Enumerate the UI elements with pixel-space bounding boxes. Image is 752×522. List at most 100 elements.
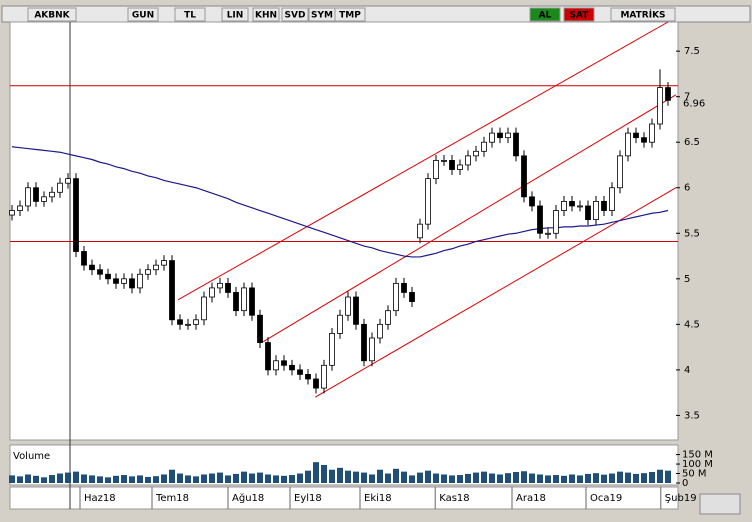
y-tick-label: 5.5: [684, 228, 700, 239]
candle-body: [641, 137, 647, 143]
volume-bar: [569, 474, 575, 483]
volume-bar: [593, 473, 599, 483]
candle-body: [153, 264, 159, 271]
candle-body: [73, 178, 79, 252]
toolbar-label[interactable]: LIN: [227, 11, 244, 21]
volume-bar: [497, 474, 503, 483]
candle-body: [577, 205, 583, 208]
candle-body: [449, 160, 455, 170]
volume-bar: [337, 467, 343, 483]
y-tick-label: 6: [684, 183, 690, 194]
nav-buttons[interactable]: [699, 493, 741, 515]
volume-bar: [505, 473, 511, 483]
candle-body: [49, 191, 55, 198]
volume-bar: [281, 475, 287, 483]
toolbar-label[interactable]: MATRİKS: [620, 10, 665, 21]
toolbar-button[interactable]: [529, 7, 561, 22]
candle-body: [25, 187, 31, 207]
toolbar-label[interactable]: TMP: [339, 11, 361, 21]
toolbar-label[interactable]: AKBNK: [34, 11, 70, 21]
candle-body: [65, 178, 71, 184]
toolbar-button[interactable]: [281, 7, 309, 22]
candle-body: [417, 223, 423, 239]
candle-body: [305, 374, 311, 380]
toolbar-button[interactable]: [563, 7, 595, 22]
volume-bar: [513, 472, 519, 483]
candle-body: [169, 260, 175, 321]
candle-body: [201, 296, 207, 321]
candle-body: [553, 210, 559, 234]
volume-bar: [145, 476, 151, 483]
volume-bar: [601, 474, 607, 483]
candle-body: [617, 155, 623, 189]
toolbar-button[interactable]: [252, 7, 280, 22]
y-tick-label: 4: [684, 365, 690, 376]
volume-bar: [473, 472, 479, 483]
x-tick-label: Eki18: [364, 493, 392, 504]
toolbar-label[interactable]: GUN: [132, 11, 154, 21]
candle-body: [465, 155, 471, 166]
candle-body: [249, 287, 255, 316]
candle-body: [601, 201, 607, 211]
toolbar-button[interactable]: [610, 7, 676, 22]
x-tick-label: Şub19: [665, 493, 697, 504]
toolbar-button[interactable]: [127, 7, 159, 22]
y-tick-label: 7.5: [684, 46, 700, 57]
toolbar-button[interactable]: [221, 7, 249, 22]
candle-body: [265, 342, 271, 371]
candle-body: [137, 273, 143, 289]
volume-bar: [105, 477, 111, 483]
candle-body: [529, 196, 535, 207]
candle-body: [409, 292, 415, 302]
volume-bar: [449, 475, 455, 483]
toolbar-label[interactable]: AL: [539, 11, 552, 21]
candle-body: [289, 364, 295, 371]
volume-bar: [353, 471, 359, 483]
volume-bar: [193, 476, 199, 483]
volume-bar: [65, 472, 71, 483]
candle-body: [457, 164, 463, 170]
volume-bar: [89, 475, 95, 483]
volume-bar: [225, 475, 231, 483]
volume-bar: [97, 476, 103, 483]
toolbar-button[interactable]: [27, 7, 77, 22]
volume-bar: [521, 471, 527, 483]
candle-body: [89, 264, 95, 271]
volume-tick-label: 100 M: [682, 459, 713, 470]
toolbar-button[interactable]: [334, 7, 366, 22]
volume-title: Volume: [13, 451, 50, 462]
candle-body: [345, 296, 351, 316]
candle-body: [177, 319, 183, 325]
x-tick-label: Haz18: [84, 493, 116, 504]
toolbar-label[interactable]: SAT: [570, 11, 590, 21]
candle-body: [297, 369, 303, 375]
toolbar-label[interactable]: TL: [184, 11, 196, 21]
candle-body: [217, 282, 223, 289]
x-tick-label: Ara18: [516, 493, 546, 504]
candle-body: [377, 323, 383, 339]
candle-body: [57, 182, 63, 193]
volume-bar: [9, 475, 15, 483]
x-axis-panel: [9, 486, 679, 510]
volume-bar: [385, 473, 391, 483]
y-tick-label: 6.5: [684, 137, 700, 148]
candle-body: [273, 360, 279, 371]
candle-body: [433, 160, 439, 180]
candle-body: [81, 251, 87, 266]
toolbar-label[interactable]: SYM: [311, 11, 333, 21]
toolbar-label[interactable]: KHN: [255, 11, 277, 21]
volume-bar: [481, 471, 487, 483]
trend-line: [262, 94, 677, 343]
volume-bar: [457, 475, 463, 483]
candle-body: [33, 187, 39, 202]
candle-body: [337, 314, 343, 334]
volume-bar: [49, 475, 55, 483]
volume-bar: [153, 476, 159, 483]
last-price-label: 6.96: [683, 98, 705, 109]
candle-body: [537, 205, 543, 234]
volume-bar: [561, 475, 567, 483]
x-tick-label: Oca19: [590, 493, 622, 504]
toolbar-label[interactable]: SVD: [285, 11, 306, 21]
toolbar-button[interactable]: [174, 7, 206, 22]
volume-tick-label: 0: [682, 478, 688, 489]
